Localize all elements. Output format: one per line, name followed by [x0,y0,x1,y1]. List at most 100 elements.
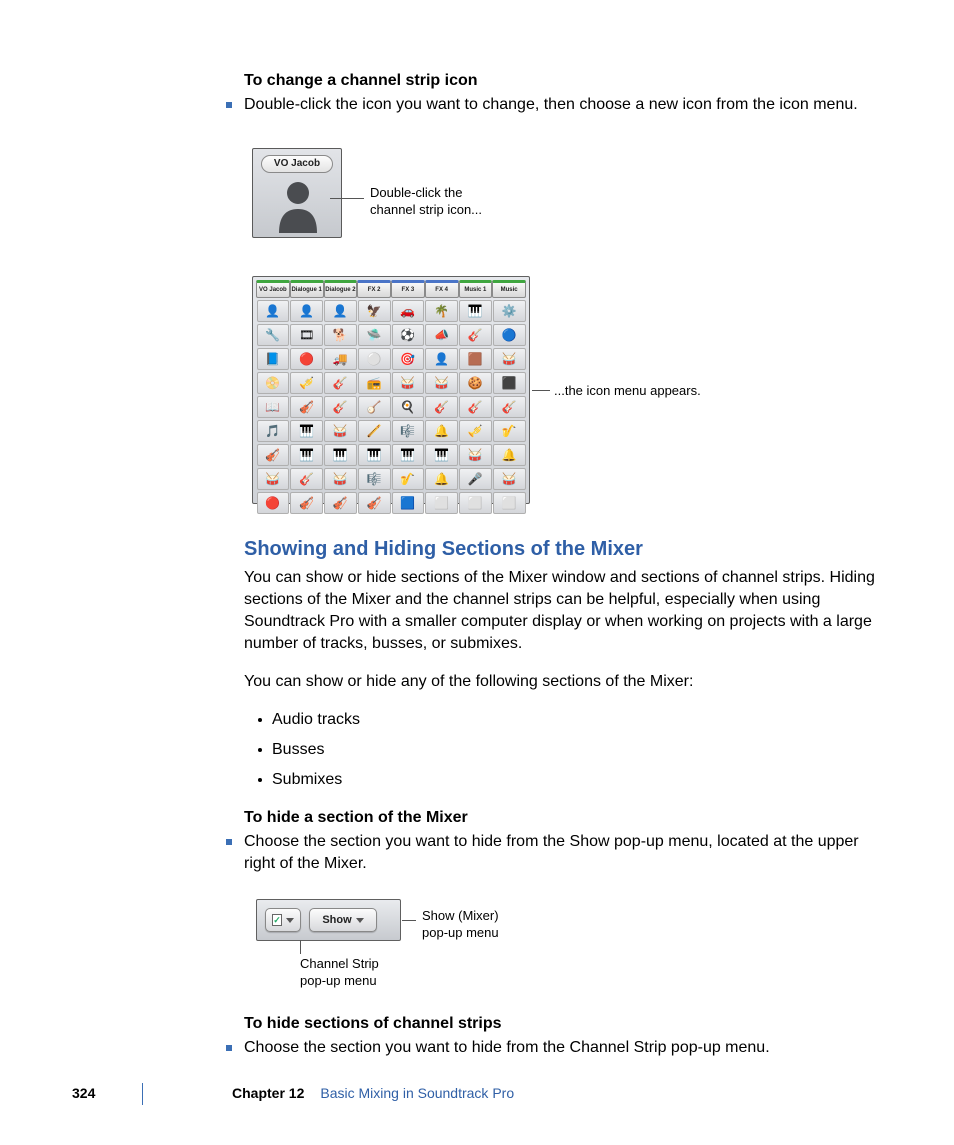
icon-option[interactable]: 🥁 [425,372,458,394]
task3-bullet: Choose the section you want to hide from… [244,1037,770,1059]
dot-bullet-icon [258,748,262,752]
square-bullet-icon [226,839,232,845]
icon-option[interactable]: ⚽ [392,324,425,346]
icon-option[interactable]: 🎵 [257,420,290,442]
icon-option[interactable]: 🟦 [392,492,425,514]
icon-grid-row: 📀🎺🎸📻🥁🥁🍪⬛ [256,371,526,394]
icon-option[interactable]: 🎷 [392,468,425,490]
icon-option[interactable]: 📀 [257,372,290,394]
icon-option[interactable]: 🔵 [493,324,526,346]
icon-grid-row: 🔧🎞🐕🛸⚽📣🎸🔵 [256,323,526,346]
icon-option[interactable]: ⬜ [459,492,492,514]
icon-option[interactable]: 📣 [425,324,458,346]
icon-option[interactable]: 🎷 [493,420,526,442]
icon-option[interactable]: 🎹 [425,444,458,466]
icon-option[interactable]: 🔧 [257,324,290,346]
icon-option[interactable]: 🍪 [459,372,492,394]
icon-option[interactable]: 🎼 [392,420,425,442]
icon-grid-header-cell: Dialogue 1 [290,280,324,298]
icon-option[interactable]: 🛸 [358,324,391,346]
icon-option[interactable]: 🎻 [290,492,323,514]
icon-option[interactable]: 🎻 [358,492,391,514]
checkbox-icon: ✓ [272,914,282,926]
icon-option[interactable]: 🎸 [459,324,492,346]
icon-option[interactable]: 🥁 [459,444,492,466]
icon-option[interactable]: 🎤 [459,468,492,490]
figure2-callout: ...the icon menu appears. [554,383,701,398]
icon-option[interactable]: 🎻 [257,444,290,466]
icon-option[interactable]: 🎹 [290,444,323,466]
icon-option[interactable]: 🔔 [493,444,526,466]
icon-option[interactable]: 🪈 [358,420,391,442]
icon-option[interactable]: 👤 [257,300,290,322]
icon-option[interactable]: 🎹 [358,444,391,466]
icon-option[interactable]: 📻 [358,372,391,394]
icon-option[interactable]: 👤 [290,300,323,322]
footer-chapter: Chapter 12 [232,1085,304,1101]
icon-option[interactable]: 🥁 [324,420,357,442]
icon-option[interactable]: ⚙️ [493,300,526,322]
icon-option[interactable]: 🎻 [324,492,357,514]
dot-bullet-icon [258,718,262,722]
figure1-callout: Double-click the channel strip icon... [370,184,482,218]
mixer-toolbar: ✓ Show [256,899,401,941]
icon-option[interactable]: 🎼 [358,468,391,490]
icon-option[interactable]: 📘 [257,348,290,370]
icon-option[interactable]: 🥁 [392,372,425,394]
icon-option[interactable]: 🎺 [290,372,323,394]
icon-option[interactable]: 🥁 [493,468,526,490]
list-item-text: Busses [272,739,324,761]
channel-strip-popup-button[interactable]: ✓ [265,908,301,932]
icon-option[interactable]: 🚚 [324,348,357,370]
icon-option[interactable]: 🥁 [257,468,290,490]
list-item-text: Audio tracks [272,709,360,731]
icon-option[interactable]: 🎸 [324,372,357,394]
chevron-down-icon [356,918,364,923]
icon-option[interactable]: 🐕 [324,324,357,346]
list-item: Submixes [258,769,884,791]
icon-option[interactable]: 🍳 [392,396,425,418]
icon-option[interactable]: 🎸 [425,396,458,418]
icon-option[interactable]: 🎹 [459,300,492,322]
task3-heading: To hide sections of channel strips [244,1015,884,1033]
icon-option[interactable]: 🥁 [493,348,526,370]
icon-grid-header-cell: VO Jacob [256,280,290,298]
icon-option[interactable]: 🎹 [324,444,357,466]
icon-option[interactable]: 🟫 [459,348,492,370]
icon-grid-row: 📘🔴🚚⚪🎯👤🟫🥁 [256,347,526,370]
icon-grid-header-cell: Music 1 [459,280,493,298]
callout-line [330,198,364,199]
icon-option[interactable]: ⬜ [425,492,458,514]
icon-option[interactable]: 🎺 [459,420,492,442]
icon-option[interactable]: 🪕 [358,396,391,418]
section-heading: Showing and Hiding Sections of the Mixer [244,538,884,561]
task2-heading: To hide a section of the Mixer [244,809,884,827]
icon-option[interactable]: ⚪ [358,348,391,370]
icon-option[interactable]: 🎻 [290,396,323,418]
icon-grid-row: 🎵🎹🥁🪈🎼🔔🎺🎷 [256,419,526,442]
icon-option[interactable]: 🥁 [324,468,357,490]
icon-option[interactable]: 🌴 [425,300,458,322]
icon-option[interactable]: 🎞 [290,324,323,346]
icon-option[interactable]: 🎹 [290,420,323,442]
icon-option[interactable]: 🔴 [290,348,323,370]
icon-option[interactable]: 🎸 [493,396,526,418]
icon-option[interactable]: 🎯 [392,348,425,370]
callout-line [402,920,416,921]
icon-option[interactable]: 👤 [324,300,357,322]
icon-option[interactable]: 🎸 [459,396,492,418]
icon-option[interactable]: 👤 [425,348,458,370]
icon-option[interactable]: 🦅 [358,300,391,322]
icon-option[interactable]: 🎸 [290,468,323,490]
icon-option[interactable]: 🎹 [392,444,425,466]
icon-option[interactable]: 📖 [257,396,290,418]
icon-option[interactable]: 🚗 [392,300,425,322]
show-popup-button[interactable]: Show [309,908,377,932]
icon-option[interactable]: 🔴 [257,492,290,514]
icon-option[interactable]: 🔔 [425,420,458,442]
icon-option[interactable]: ⬜ [493,492,526,514]
icon-option[interactable]: 🔔 [425,468,458,490]
icon-option[interactable]: 🎸 [324,396,357,418]
icon-option[interactable]: ⬛ [493,372,526,394]
callout-line [532,390,550,391]
